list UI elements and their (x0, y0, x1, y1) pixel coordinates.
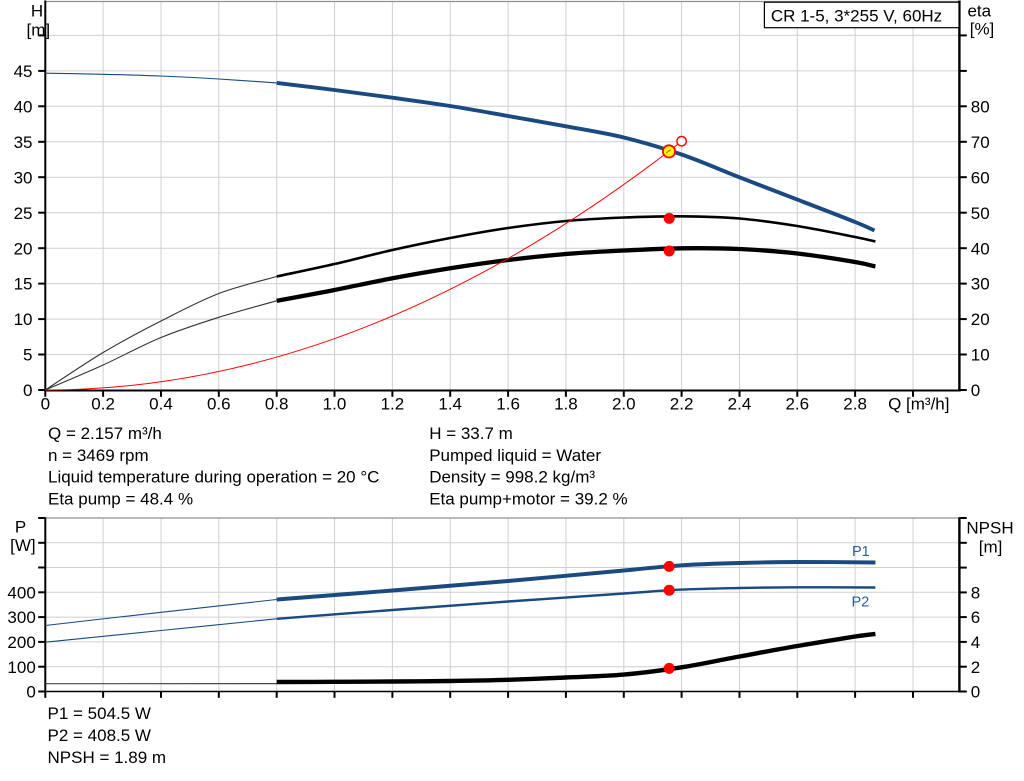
svg-text:2: 2 (971, 658, 980, 677)
svg-text:0.6: 0.6 (207, 394, 231, 413)
svg-text:[W]: [W] (10, 536, 36, 555)
svg-text:2.2: 2.2 (670, 394, 694, 413)
svg-text:1.0: 1.0 (323, 394, 347, 413)
svg-text:2.4: 2.4 (728, 394, 752, 413)
svg-text:0.8: 0.8 (265, 394, 289, 413)
svg-text:5: 5 (23, 346, 32, 365)
svg-text:0: 0 (971, 381, 980, 400)
svg-text:eta: eta (967, 2, 991, 21)
svg-text:45: 45 (14, 62, 33, 81)
svg-text:100: 100 (7, 658, 35, 677)
svg-text:P1 = 504.5 W: P1 = 504.5 W (48, 704, 151, 723)
svg-text:0: 0 (41, 394, 50, 413)
svg-text:2.8: 2.8 (843, 394, 867, 413)
svg-text:Eta pump+motor = 39.2 %: Eta pump+motor = 39.2 % (429, 490, 627, 509)
svg-text:Q = 2.157 m³/h: Q = 2.157 m³/h (48, 424, 162, 443)
svg-text:NPSH = 1.89 m: NPSH = 1.89 m (48, 748, 167, 767)
svg-text:60: 60 (971, 168, 990, 187)
svg-text:P1: P1 (852, 544, 870, 560)
svg-text:0.2: 0.2 (91, 394, 115, 413)
svg-text:0: 0 (26, 683, 35, 702)
svg-text:10: 10 (14, 310, 33, 329)
svg-text:20: 20 (14, 239, 33, 258)
svg-text:200: 200 (7, 633, 35, 652)
svg-text:2.0: 2.0 (612, 394, 636, 413)
svg-text:P2 = 408.5 W: P2 = 408.5 W (48, 726, 151, 745)
svg-text:Pumped liquid = Water: Pumped liquid = Water (429, 446, 601, 465)
svg-text:1.2: 1.2 (381, 394, 405, 413)
svg-text:[m]: [m] (26, 21, 50, 40)
svg-text:H: H (31, 2, 43, 21)
svg-text:Eta pump = 48.4 %: Eta pump = 48.4 % (48, 490, 193, 509)
svg-text:8: 8 (971, 584, 980, 603)
svg-text:4: 4 (971, 633, 980, 652)
svg-text:0: 0 (971, 683, 980, 702)
svg-text:10: 10 (971, 346, 990, 365)
svg-text:[%]: [%] (970, 20, 995, 39)
svg-text:35: 35 (14, 133, 33, 152)
svg-text:1.4: 1.4 (438, 394, 462, 413)
svg-text:0.4: 0.4 (149, 394, 173, 413)
svg-text:25: 25 (14, 204, 33, 223)
svg-text:2.6: 2.6 (785, 394, 809, 413)
svg-text:300: 300 (7, 608, 35, 627)
svg-text:NPSH: NPSH (966, 519, 1013, 538)
svg-text:30: 30 (14, 168, 33, 187)
svg-text:6: 6 (971, 608, 980, 627)
svg-text:80: 80 (971, 97, 990, 116)
svg-text:400: 400 (7, 583, 35, 602)
svg-text:70: 70 (971, 133, 990, 152)
svg-text:[m]: [m] (979, 538, 1003, 557)
svg-text:1.6: 1.6 (496, 394, 520, 413)
svg-text:40: 40 (971, 239, 990, 258)
svg-text:P2: P2 (852, 595, 870, 611)
svg-text:n = 3469 rpm: n = 3469 rpm (48, 446, 149, 465)
svg-text:CR 1-5, 3*255 V, 60Hz: CR 1-5, 3*255 V, 60Hz (771, 6, 942, 25)
svg-text:0: 0 (23, 381, 32, 400)
svg-text:15: 15 (14, 275, 33, 294)
svg-text:40: 40 (14, 97, 33, 116)
svg-text:50: 50 (971, 204, 990, 223)
svg-text:P: P (15, 518, 26, 537)
svg-text:H = 33.7 m: H = 33.7 m (429, 424, 513, 443)
svg-text:30: 30 (971, 275, 990, 294)
svg-text:1.8: 1.8 (554, 394, 578, 413)
svg-text:20: 20 (971, 310, 990, 329)
svg-text:Density = 998.2 kg/m³: Density = 998.2 kg/m³ (429, 468, 595, 487)
svg-text:Liquid temperature during oper: Liquid temperature during operation = 20… (48, 468, 379, 487)
svg-text:Q [m³/h]: Q [m³/h] (888, 394, 949, 413)
